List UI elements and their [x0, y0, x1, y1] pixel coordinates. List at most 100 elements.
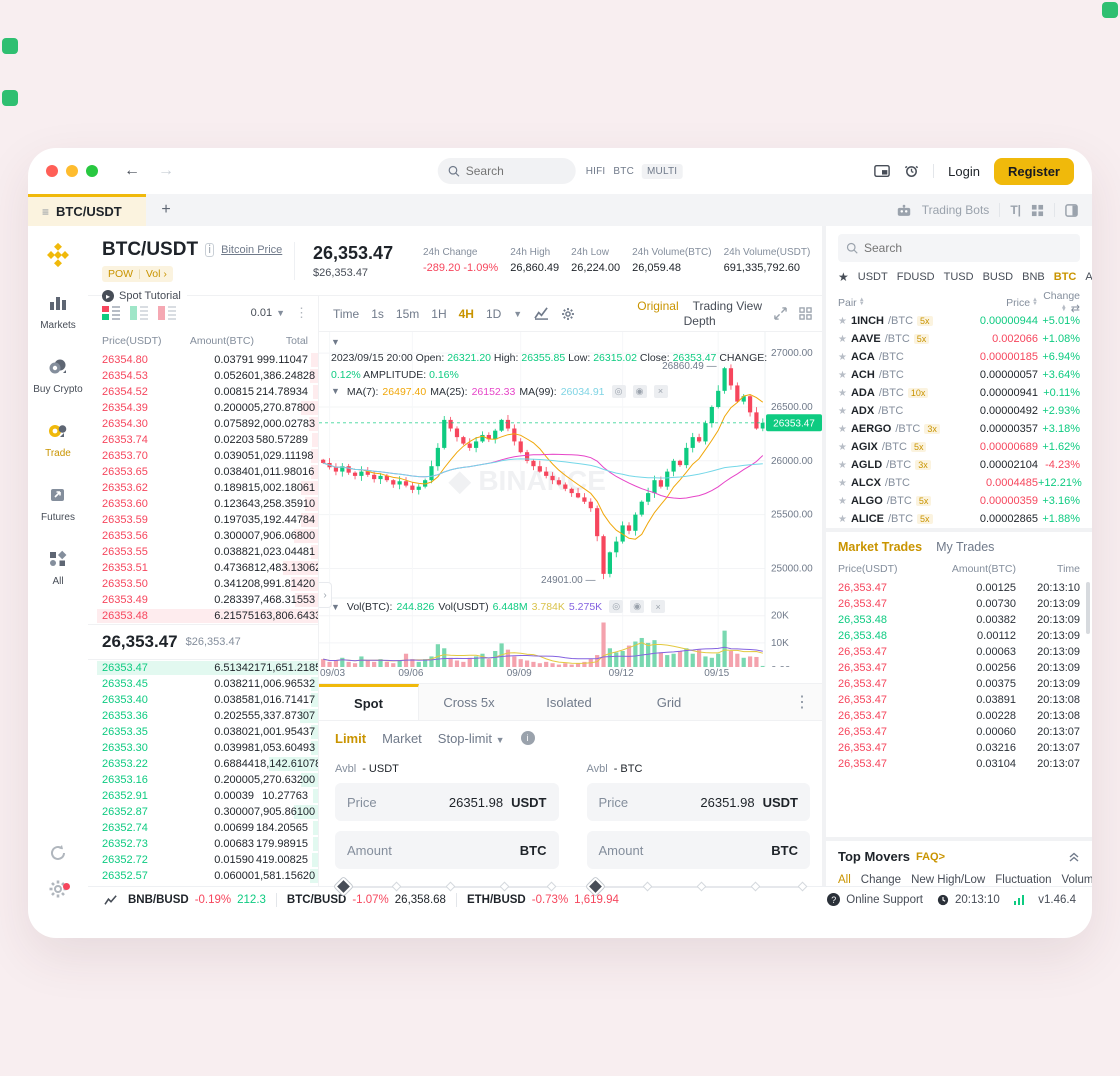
- book-mode-bids-icon[interactable]: [130, 306, 148, 320]
- quote-tab-usdt[interactable]: USDT: [857, 271, 888, 283]
- collapse-icon[interactable]: ▼: [331, 337, 340, 347]
- orderbook-ask-row[interactable]: 26353.74 0.02203 580.57289: [88, 432, 318, 448]
- close-window-button[interactable]: [46, 165, 58, 177]
- collapse-icon[interactable]: ▼: [331, 385, 340, 396]
- minimize-window-button[interactable]: [66, 165, 78, 177]
- grid-layout-icon[interactable]: [1031, 204, 1044, 217]
- orderbook-bid-row[interactable]: 26352.57 0.06000 1,581.15620: [88, 868, 318, 884]
- favorite-star-icon[interactable]: ★: [838, 513, 847, 525]
- trade-row[interactable]: 26,353.47 0.03216 20:13:07: [826, 740, 1092, 756]
- interval-1h[interactable]: 1H: [431, 306, 447, 321]
- search-hot-tag[interactable]: MULTI: [642, 163, 683, 179]
- pair-row[interactable]: ★ AERGO/BTC 3x 0.00000357 +3.18%: [826, 420, 1092, 438]
- chart-type-icon[interactable]: [534, 307, 549, 320]
- trade-row[interactable]: 26,353.48 0.00112 20:13:09: [826, 628, 1092, 644]
- pow-tag[interactable]: POW: [108, 268, 134, 280]
- sort-by-pair[interactable]: Pair ▲ ▼: [838, 296, 865, 309]
- sell-price-field[interactable]: Price 26351.98 USDT: [586, 783, 810, 821]
- trade-row[interactable]: 26,353.47 0.00063 20:13:09: [826, 644, 1092, 660]
- orderbook-bid-row[interactable]: 26352.72 0.01590 419.00825: [88, 852, 318, 868]
- orderbook-ask-row[interactable]: 26353.55 0.03882 1,023.04481: [88, 544, 318, 560]
- orderbook-bid-row[interactable]: 26352.74 0.00699 184.20565: [88, 820, 318, 836]
- pair-row[interactable]: ★ ADX/BTC 0.00000492 +2.93%: [826, 402, 1092, 420]
- favorite-star-icon[interactable]: ★: [838, 405, 847, 417]
- pair-row[interactable]: ★ AAVE/BTC 5x 0.002066 +1.08%: [826, 330, 1092, 348]
- pair-search[interactable]: [838, 234, 1080, 262]
- notification-bell-icon[interactable]: [904, 164, 919, 179]
- trade-row[interactable]: 26,353.47 0.00060 20:13:07: [826, 724, 1092, 740]
- buy-amount-slider[interactable]: [334, 877, 556, 896]
- search-hot-tag[interactable]: HIFI: [585, 165, 606, 177]
- sidebar-item-markets[interactable]: Markets: [31, 294, 85, 332]
- order-type-limit[interactable]: Limit: [335, 730, 367, 746]
- top-movers-tab[interactable]: New High/Low: [911, 874, 986, 886]
- orderbook-ask-row[interactable]: 26353.56 0.30000 7,906.06800: [88, 528, 318, 544]
- trade-tab-cross-5x[interactable]: Cross 5x: [443, 694, 495, 710]
- forward-icon[interactable]: →: [158, 162, 174, 179]
- faq-link[interactable]: FAQ>: [916, 850, 946, 863]
- global-search[interactable]: [437, 158, 576, 184]
- more-options-icon[interactable]: ⋮: [295, 305, 308, 320]
- candlestick-chart[interactable]: 27000.00 26500.00 26000.00 25500.00 25000.00…: [319, 332, 823, 667]
- vol-tag[interactable]: Vol ›: [145, 268, 167, 280]
- mid-price-row[interactable]: 26,353.47 $26,353.47: [88, 624, 318, 660]
- orderbook-bid-row[interactable]: 26353.16 0.20000 5,270.63200: [88, 772, 318, 788]
- grid-view-icon[interactable]: [799, 307, 812, 320]
- top-movers-tab[interactable]: Fluctuation: [995, 874, 1052, 886]
- trade-row[interactable]: 26,353.47 0.00125 20:13:10: [826, 580, 1092, 596]
- layout-toggle-icon[interactable]: T|: [1010, 203, 1021, 217]
- orderbook-ask-row[interactable]: 26354.80 0.03791 999.11047: [88, 352, 318, 368]
- orderbook-bid-row[interactable]: 26353.35 0.03802 1,001.95437: [88, 724, 318, 740]
- quote-tab-tusd[interactable]: TUSD: [943, 271, 974, 283]
- interval-4h[interactable]: 4H: [458, 306, 474, 321]
- buy-amount-field[interactable]: Amount BTC: [335, 831, 559, 869]
- sort-by-change[interactable]: Change▲ ▼ ⇄: [1043, 290, 1080, 315]
- bitcoin-price-link[interactable]: Bitcoin Price: [221, 244, 283, 256]
- sort-by-price[interactable]: Price ▲ ▼: [1006, 296, 1038, 309]
- tab-my-trades[interactable]: My Trades: [936, 540, 995, 554]
- favorite-star-icon[interactable]: ★: [838, 369, 847, 381]
- more-options-icon[interactable]: ⋮: [794, 694, 810, 711]
- view-tradingview[interactable]: Trading View: [692, 298, 762, 313]
- close-icon[interactable]: ×: [653, 385, 668, 399]
- pair-row[interactable]: ★ ALGO/BTC 5x 0.00000359 +3.16%: [826, 492, 1092, 510]
- pair-row[interactable]: ★ ACA/BTC 0.00000185 +6.94%: [826, 348, 1092, 366]
- sell-amount-field[interactable]: Amount BTC: [586, 831, 810, 869]
- settings-gear-icon[interactable]: [48, 879, 68, 899]
- pair-row[interactable]: ★ ALICE/BTC 5x 0.00002865 +1.88%: [826, 510, 1092, 528]
- trade-tab-isolated[interactable]: Isolated: [546, 694, 592, 710]
- pair-row[interactable]: ★ AGIX/BTC 5x 0.00000689 +1.62%: [826, 438, 1092, 456]
- interval-1d[interactable]: 1D: [485, 306, 502, 321]
- close-icon[interactable]: ×: [651, 600, 666, 613]
- status-ticker[interactable]: BNB/BUSD -0.19% 212.3: [128, 894, 266, 906]
- pair-tags[interactable]: POW | Vol ›: [102, 266, 173, 282]
- pip-icon[interactable]: [874, 164, 890, 178]
- orderbook-ask-row[interactable]: 26353.65 0.03840 1,011.98016: [88, 464, 318, 480]
- top-movers-tab[interactable]: Volume: [1061, 874, 1093, 886]
- trade-row[interactable]: 26,353.47 0.00228 20:13:08: [826, 708, 1092, 724]
- favorite-star-icon[interactable]: ★: [838, 459, 847, 471]
- online-support-link[interactable]: ? Online Support: [827, 893, 923, 906]
- quote-tab-bnb[interactable]: BNB: [1022, 271, 1045, 283]
- orderbook-bid-row[interactable]: 26352.91 0.00039 10.27763: [88, 788, 318, 804]
- orderbook-ask-row[interactable]: 26353.49 0.28339 7,468.31553: [88, 592, 318, 608]
- pair-row[interactable]: ★ ADA/BTC 10x 0.00000941 +0.11%: [826, 384, 1092, 402]
- collapse-icon[interactable]: ▼: [331, 601, 340, 612]
- orderbook-bid-row[interactable]: 26353.36 0.20255 5,337.87307: [88, 708, 318, 724]
- scrollbar[interactable]: [1086, 582, 1090, 634]
- order-type-stop-limit[interactable]: Stop-limit ▼: [437, 730, 505, 746]
- settings-icon[interactable]: ◉: [632, 385, 647, 399]
- binance-logo[interactable]: [45, 242, 71, 268]
- trade-row[interactable]: 26,353.47 0.00375 20:13:09: [826, 676, 1092, 692]
- orderbook-ask-row[interactable]: 26353.62 0.18981 5,002.18061: [88, 480, 318, 496]
- quote-tab-fdusd[interactable]: FDUSD: [896, 271, 935, 283]
- favorite-star-icon[interactable]: ★: [838, 315, 847, 327]
- swap-columns-icon[interactable]: ⇄: [1070, 303, 1080, 315]
- trading-bots-link[interactable]: Trading Bots: [921, 203, 990, 217]
- trade-row[interactable]: 26,353.48 0.00382 20:13:09: [826, 612, 1092, 628]
- info-icon[interactable]: i: [520, 731, 535, 745]
- pair-row[interactable]: ★ ACH/BTC 0.00000057 +3.64%: [826, 366, 1092, 384]
- orderbook-ask-row[interactable]: 26353.59 0.19703 5,192.44784: [88, 512, 318, 528]
- trade-tab-spot[interactable]: Spot: [319, 684, 419, 720]
- quote-tab-al[interactable]: AL: [1085, 271, 1092, 283]
